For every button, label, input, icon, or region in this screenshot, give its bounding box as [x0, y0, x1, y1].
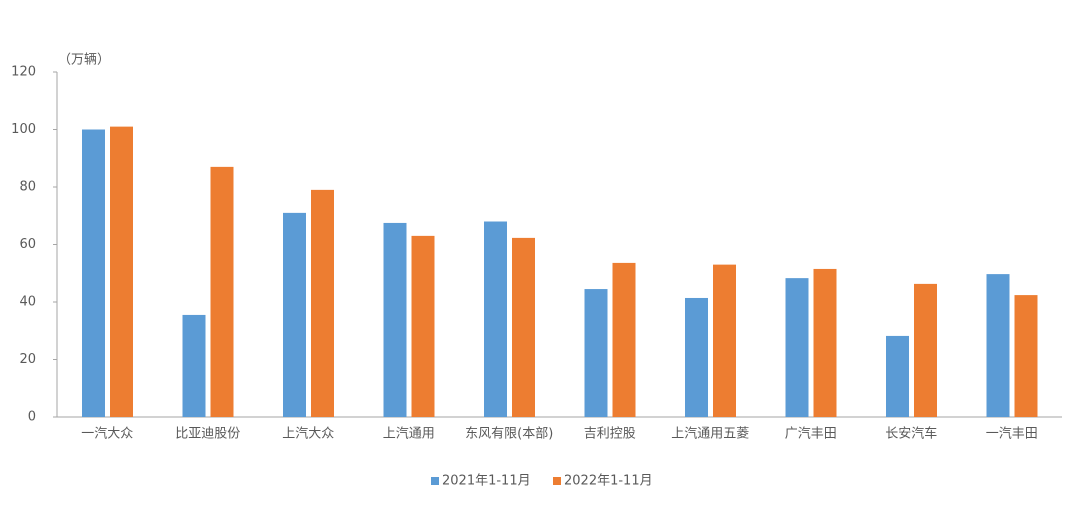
bar: [1014, 295, 1038, 417]
bar: [886, 335, 909, 417]
y-tick-label: 20: [19, 352, 36, 367]
x-tick-label: 上汽大众: [282, 427, 334, 442]
bar: [584, 289, 608, 417]
bar: [182, 314, 206, 417]
x-tick-label: 上汽通用: [383, 427, 435, 442]
bar: [210, 166, 234, 417]
bar: [612, 262, 636, 417]
bar: [713, 264, 736, 417]
bar: [512, 237, 535, 417]
x-tick-label: 比亚迪股份: [175, 427, 240, 442]
bar: [311, 189, 334, 417]
y-tick-label: 100: [11, 122, 36, 137]
bar: [110, 126, 133, 417]
y-axis-unit: （万辆）: [58, 53, 110, 68]
x-tick-label: 广汽丰田: [785, 427, 837, 442]
bar: [411, 235, 435, 417]
y-tick-label: 120: [11, 65, 36, 80]
y-tick-label: 0: [28, 410, 36, 425]
x-tick-label: 长安汽车: [885, 426, 937, 442]
bar: [986, 274, 1010, 417]
bar: [484, 221, 507, 417]
bar: [685, 297, 708, 417]
bar: [813, 268, 837, 417]
bar: [785, 278, 809, 417]
x-tick-label: 吉利控股: [584, 427, 636, 442]
legend-swatch: [431, 477, 439, 485]
x-tick-label: 一汽丰田: [986, 427, 1038, 442]
y-tick-label: 60: [19, 237, 36, 252]
legend-label: 2021年1-11月: [442, 474, 531, 489]
legend-swatch: [553, 477, 561, 485]
y-tick-label: 80: [19, 180, 36, 195]
legend-label: 2022年1-11月: [564, 474, 653, 489]
x-tick-label: 上汽通用五菱: [671, 427, 749, 442]
x-tick-label: 东风有限(本部): [465, 427, 553, 442]
bar: [283, 212, 306, 417]
y-tick-label: 40: [19, 295, 36, 310]
bar: [383, 222, 407, 417]
bar: [914, 283, 937, 417]
bar: [82, 129, 105, 417]
x-tick-label: 一汽大众: [81, 427, 133, 442]
